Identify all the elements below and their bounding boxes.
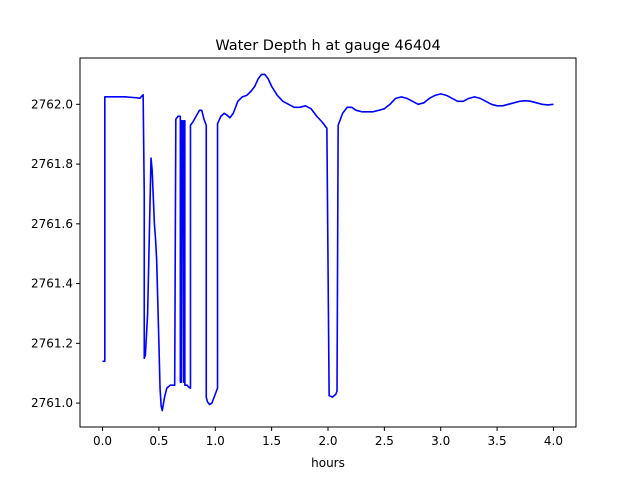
chart-title: Water Depth h at gauge 46404: [215, 38, 440, 54]
y-tick-label: 2761.4: [31, 277, 73, 291]
x-tick-label: 2.0: [318, 434, 337, 448]
y-axis: 2761.0 2761.2 2761.4 2761.6 2761.8 2762.0: [31, 97, 80, 410]
x-tick-label: 2.5: [375, 434, 394, 448]
x-axis-label: hours: [311, 456, 345, 470]
x-axis: 0.0 0.5 1.0 1.5 2.0 2.5 3.0 3.5 4.0: [93, 427, 563, 448]
x-tick-label: 0.0: [93, 434, 112, 448]
x-tick-label: 1.5: [262, 434, 281, 448]
plot-area: [102, 73, 554, 412]
series-line-water-depth: [102, 73, 554, 412]
y-tick-label: 2761.6: [31, 217, 73, 231]
x-tick-label: 1.0: [206, 434, 225, 448]
y-tick-label: 2761.8: [31, 157, 73, 171]
x-tick-label: 3.5: [488, 434, 507, 448]
x-tick-label: 0.5: [149, 434, 168, 448]
y-tick-label: 2762.0: [31, 97, 73, 111]
y-tick-label: 2761.2: [31, 336, 73, 350]
y-tick-label: 2761.0: [31, 396, 73, 410]
x-tick-label: 4.0: [544, 434, 563, 448]
x-tick-label: 3.0: [431, 434, 450, 448]
